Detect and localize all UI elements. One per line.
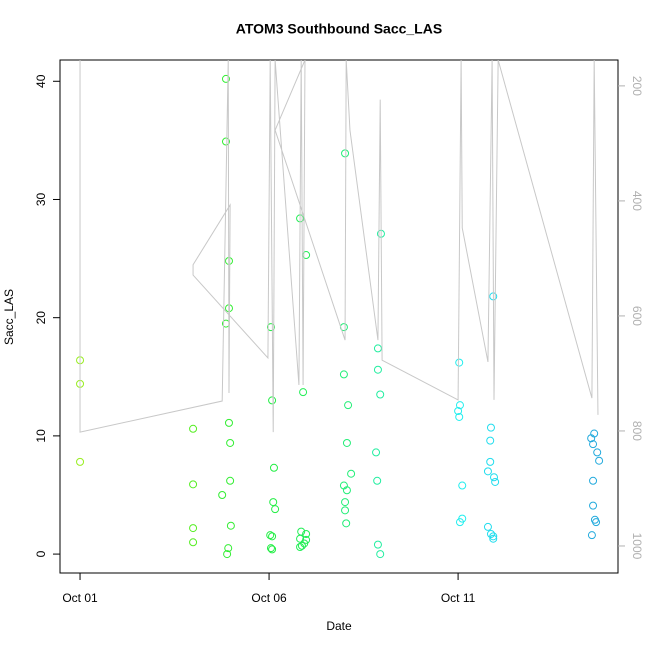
point	[266, 544, 275, 553]
y-tick-label: 40	[34, 74, 48, 88]
point	[593, 448, 602, 457]
point	[376, 550, 385, 559]
point	[266, 323, 275, 332]
point	[339, 370, 348, 379]
x-tick-label: Oct 01	[62, 591, 98, 605]
point	[455, 518, 464, 527]
point	[373, 540, 382, 549]
point	[595, 456, 604, 465]
point	[189, 538, 198, 547]
point	[271, 505, 280, 514]
point	[454, 407, 463, 416]
point	[339, 481, 348, 490]
point	[342, 519, 351, 528]
point	[483, 522, 492, 531]
point	[268, 396, 277, 405]
point	[592, 518, 601, 527]
point	[189, 480, 198, 489]
y-tick-label: 30	[34, 192, 48, 206]
point	[218, 490, 227, 499]
point	[486, 436, 495, 445]
point	[221, 137, 230, 146]
point	[266, 531, 275, 540]
y2-tick-label: 800	[630, 421, 644, 441]
point	[299, 388, 308, 397]
point	[302, 529, 311, 538]
y2-tick-label: 200	[630, 76, 644, 96]
point	[486, 457, 495, 466]
point	[455, 358, 464, 367]
point	[483, 467, 492, 476]
y-tick-label: 0	[34, 550, 48, 557]
point	[341, 506, 350, 515]
point	[373, 344, 382, 353]
point	[341, 149, 350, 158]
x-tick-label: Oct 06	[251, 591, 287, 605]
point	[268, 545, 277, 554]
y-tick-label: 10	[34, 429, 48, 443]
point	[342, 438, 351, 447]
point	[587, 434, 596, 443]
point	[226, 438, 235, 447]
line	[79, 60, 599, 433]
point	[489, 534, 498, 543]
point	[224, 418, 233, 427]
x-tick-label: Oct 11	[441, 591, 476, 605]
y2-tick-label: 1000	[630, 533, 644, 560]
point	[347, 469, 356, 478]
point	[268, 532, 277, 541]
plot-frame	[59, 59, 619, 574]
point	[458, 481, 467, 490]
y2-tick-label: 400	[630, 191, 644, 211]
point	[486, 423, 495, 432]
y-tick-label: 20	[34, 311, 48, 325]
point	[589, 501, 598, 510]
point	[226, 476, 235, 485]
point	[76, 457, 85, 466]
point	[373, 476, 382, 485]
point	[296, 534, 305, 543]
point	[296, 542, 305, 551]
point	[455, 401, 464, 410]
point	[486, 529, 495, 538]
point	[372, 448, 381, 457]
y2-tick-label: 600	[630, 306, 644, 326]
point	[226, 521, 235, 530]
point	[587, 531, 596, 540]
point	[224, 544, 233, 553]
point	[341, 498, 350, 507]
point	[189, 524, 198, 533]
point	[589, 476, 598, 485]
y-axis-title: Sacc_LAS	[2, 289, 16, 345]
point	[269, 463, 278, 472]
point	[489, 532, 498, 541]
point	[221, 74, 230, 83]
point	[490, 473, 498, 482]
point	[344, 401, 353, 410]
plot-area	[76, 60, 604, 559]
point	[297, 541, 306, 550]
point	[223, 550, 232, 559]
point	[269, 498, 278, 507]
x-axis-title: Date	[326, 619, 352, 633]
point	[376, 390, 385, 399]
point	[491, 477, 500, 486]
point	[589, 440, 598, 449]
chart-title: ATOM3 Southbound Sacc_LAS	[236, 21, 442, 37]
point	[189, 424, 198, 433]
point	[455, 412, 464, 421]
point	[373, 365, 382, 374]
